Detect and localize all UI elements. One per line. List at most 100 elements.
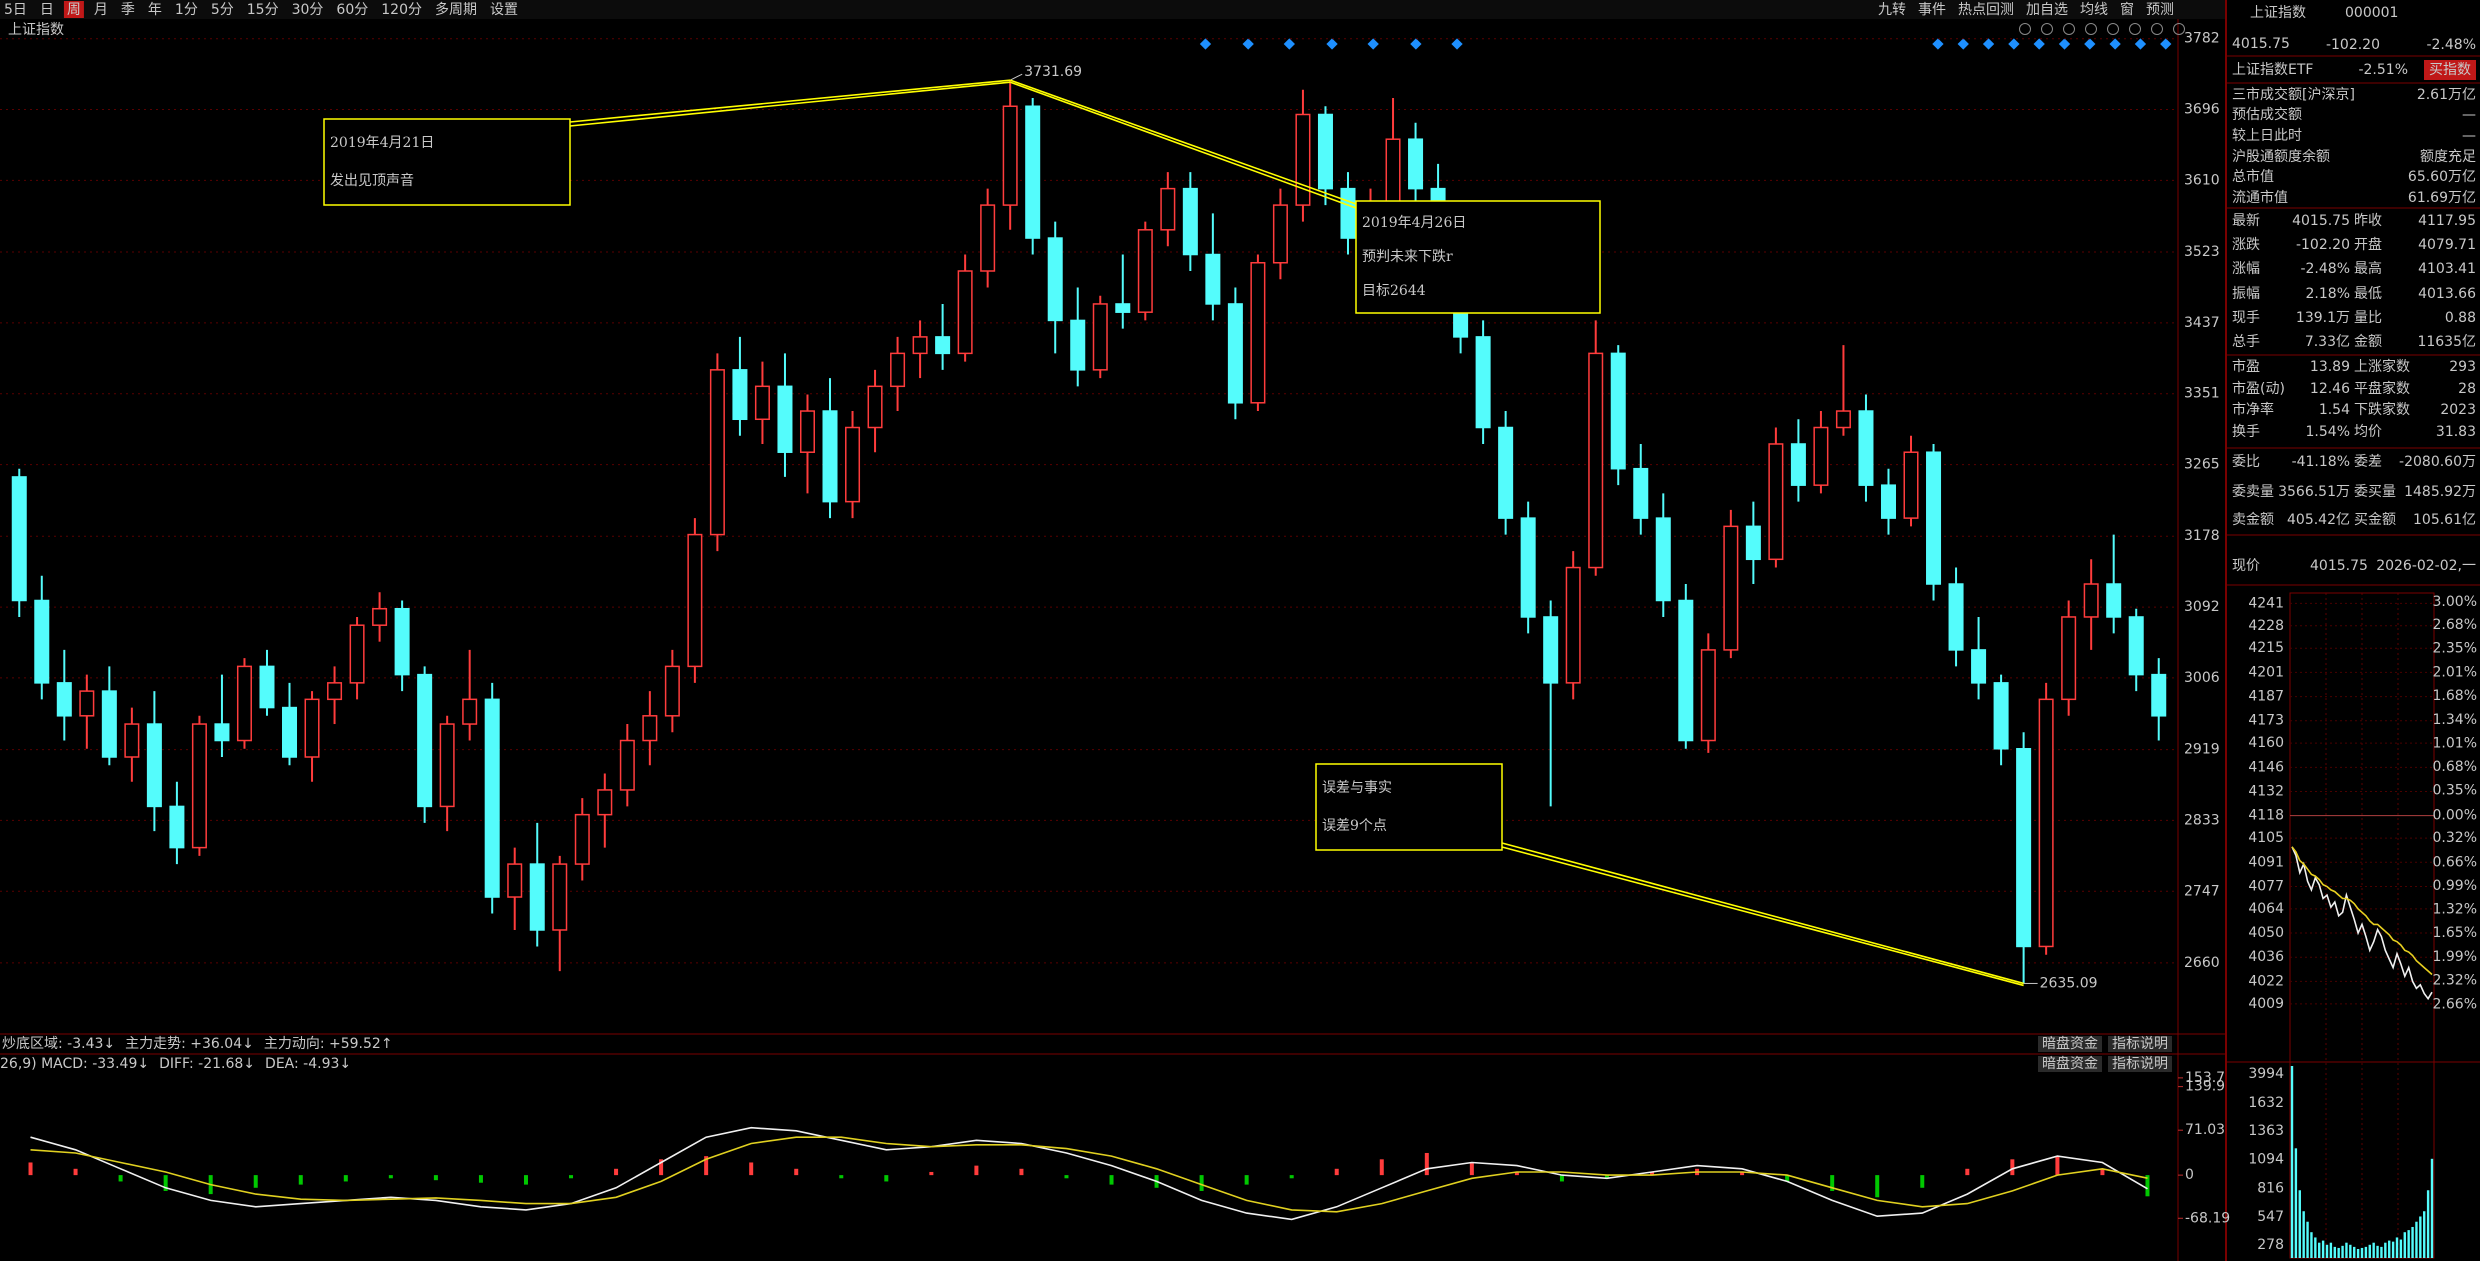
- annotation-box: [1315, 763, 1503, 851]
- macd-bar: [569, 1175, 574, 1179]
- intraday-pct-label: 0.68%: [2433, 759, 2477, 775]
- peak-label: 3731.69: [1024, 64, 1082, 80]
- toolbar-tab[interactable]: 60分: [336, 2, 368, 18]
- candle-body: [1543, 616, 1559, 684]
- quote-value: 1.54%: [2306, 424, 2350, 440]
- macd-bar: [1289, 1175, 1294, 1179]
- tool-icon[interactable]: [2151, 23, 2163, 35]
- pane-button-bg[interactable]: [2038, 1036, 2102, 1052]
- event-marker[interactable]: [1410, 38, 1422, 50]
- macd-bar: [1199, 1175, 1204, 1191]
- toolbar-tab[interactable]: 5日: [4, 2, 27, 18]
- event-marker[interactable]: [1932, 38, 1944, 50]
- event-marker[interactable]: [2084, 38, 2096, 50]
- candle-body: [1520, 517, 1536, 618]
- intraday-pct-label: 2.35%: [2433, 640, 2477, 656]
- annotation-connector: [1009, 79, 1357, 205]
- event-marker[interactable]: [1283, 38, 1295, 50]
- price-tick-label: 3696: [2184, 102, 2220, 118]
- tool-icon[interactable]: [2085, 23, 2097, 35]
- toolbar-tab[interactable]: 5分: [211, 2, 234, 18]
- candle-body: [1160, 187, 1176, 231]
- intraday-price-label: 4091: [2248, 854, 2284, 870]
- pane-button-bg[interactable]: [2108, 1036, 2172, 1052]
- pane-button[interactable]: 暗盘资金: [2042, 1055, 2098, 1072]
- toolbar-tab-bg[interactable]: [63, 1, 84, 18]
- tool-icon[interactable]: [2041, 23, 2053, 35]
- event-marker[interactable]: [1326, 38, 1338, 50]
- candle-body: [777, 385, 793, 453]
- pane-button[interactable]: 暗盘资金: [2042, 1035, 2098, 1052]
- quote-label: 委比: [2232, 454, 2260, 470]
- toolbar-action[interactable]: 事件: [1918, 2, 1946, 18]
- pane-button-bg[interactable]: [2108, 1056, 2172, 1072]
- price-tick-label: 2747: [2184, 883, 2220, 899]
- peak-leader: [1009, 73, 1023, 81]
- event-marker[interactable]: [2134, 38, 2147, 50]
- event-marker[interactable]: [1982, 38, 1995, 50]
- volume-bar: [2341, 1245, 2344, 1258]
- toolbar-tab[interactable]: 30分: [292, 2, 324, 18]
- toolbar-tab[interactable]: 周: [67, 2, 81, 18]
- candle-body: [259, 665, 275, 709]
- candle-body: [1633, 467, 1649, 519]
- pane-button[interactable]: 指标说明: [2112, 1056, 2168, 1072]
- event-marker[interactable]: [1242, 38, 1254, 50]
- quote-label: 委买量: [2354, 484, 2396, 500]
- event-marker[interactable]: [2160, 38, 2172, 50]
- intraday-pct-label: 3.00%: [2433, 594, 2477, 610]
- pane-button-bg[interactable]: [2038, 1056, 2102, 1072]
- event-marker[interactable]: [1199, 38, 1212, 50]
- quote-value: 405.42亿: [2287, 512, 2350, 528]
- toolbar-tab[interactable]: 季: [121, 2, 135, 18]
- intraday-price-label: 4215: [2248, 640, 2284, 656]
- toolbar-tab[interactable]: 120分: [381, 2, 422, 18]
- macd-bar: [1514, 1171, 1519, 1176]
- quote-label: 量比: [2354, 310, 2382, 326]
- candle-body: [664, 665, 680, 717]
- etf-name[interactable]: 上证指数ETF: [2232, 62, 2313, 78]
- quote-value: 105.61亿: [2413, 512, 2476, 528]
- toolbar-action[interactable]: 窗: [2120, 1, 2134, 18]
- toolbar-action[interactable]: 均线: [2080, 2, 2108, 18]
- tool-icon[interactable]: [2063, 23, 2075, 35]
- event-marker[interactable]: [2008, 38, 2020, 50]
- tool-icon[interactable]: [2129, 23, 2141, 35]
- toolbar-action[interactable]: 九转: [1878, 2, 1906, 18]
- toolbar-tab[interactable]: 设置: [490, 2, 518, 18]
- volume-bar: [2302, 1211, 2305, 1258]
- toolbar-tab[interactable]: 年: [148, 2, 162, 18]
- toolbar-action[interactable]: 加自选: [2026, 2, 2068, 18]
- toolbar-tab[interactable]: 多周期: [435, 1, 477, 18]
- event-marker[interactable]: [1367, 38, 1379, 50]
- toolbar-tab[interactable]: 15分: [247, 2, 279, 18]
- toolbar-action[interactable]: 热点回测: [1958, 2, 2014, 18]
- annotation-text: 2019年4月21日: [330, 135, 434, 151]
- toolbar-tab[interactable]: 1分: [175, 2, 198, 18]
- candle-body: [754, 385, 770, 421]
- macd-tick-label: -68.19: [2185, 1210, 2230, 1226]
- tool-icon[interactable]: [2019, 23, 2031, 35]
- tool-icon[interactable]: [2173, 23, 2185, 35]
- toolbar-tab[interactable]: 月: [94, 2, 108, 18]
- event-marker[interactable]: [1451, 38, 1463, 50]
- event-marker[interactable]: [2058, 38, 2071, 50]
- toolbar-tab[interactable]: 日: [40, 2, 54, 18]
- toolbar-action[interactable]: 预测: [2146, 2, 2174, 18]
- pane-button[interactable]: 指标说明: [2112, 1036, 2168, 1052]
- macd-bar: [659, 1159, 664, 1176]
- buy-button[interactable]: 买指数: [2429, 62, 2471, 78]
- macd-bar: [929, 1171, 934, 1176]
- candle-body: [1408, 138, 1424, 190]
- annotation-box: [323, 118, 571, 206]
- event-marker[interactable]: [2033, 38, 2045, 50]
- event-marker[interactable]: [1957, 38, 1969, 50]
- buy-button-bg[interactable]: [2424, 60, 2476, 80]
- macd-bar: [1559, 1175, 1564, 1182]
- macd-bar: [2055, 1156, 2060, 1176]
- event-marker[interactable]: [2109, 38, 2121, 50]
- volume-bar: [2290, 1066, 2294, 1258]
- tool-icon[interactable]: [2107, 23, 2119, 35]
- candle-body: [1025, 105, 1041, 239]
- candle-body: [169, 805, 185, 849]
